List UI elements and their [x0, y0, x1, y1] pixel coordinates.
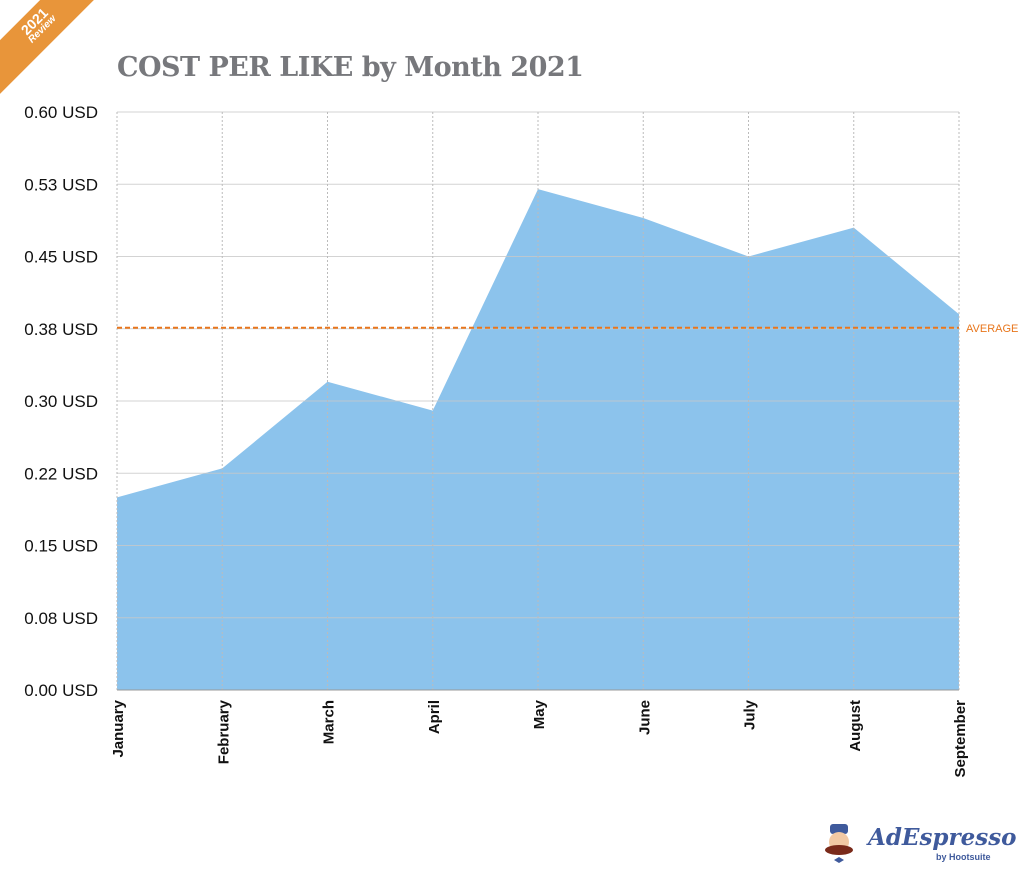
x-tick-label: May — [531, 699, 548, 729]
y-tick-label: 0.60 USD — [24, 103, 98, 122]
x-tick-label: August — [847, 700, 864, 752]
x-tick-label: July — [742, 699, 759, 730]
average-label: AVERAGE — [966, 323, 1018, 335]
x-tick-label: February — [215, 699, 232, 764]
chart-title: COST PER LIKE by Month 2021 — [117, 52, 584, 83]
x-tick-label: September — [952, 700, 969, 778]
y-tick-label: 0.15 USD — [24, 537, 98, 556]
logo-byline: by Hootsuite — [936, 852, 991, 862]
x-tick-label: June — [636, 700, 653, 735]
x-tick-label: March — [321, 700, 338, 744]
y-tick-label: 0.08 USD — [24, 609, 98, 628]
adespresso-logo: AdEspresso by Hootsuite — [818, 822, 1016, 866]
y-tick-label: 0.38 USD — [24, 320, 98, 339]
logo-name: AdEspresso — [868, 824, 1017, 851]
y-tick-label: 0.30 USD — [24, 392, 98, 411]
x-tick-label: April — [426, 700, 443, 734]
y-tick-label: 0.45 USD — [24, 248, 98, 267]
y-tick-label: 0.00 USD — [24, 681, 98, 700]
mascot-icon — [825, 824, 853, 863]
y-tick-label: 0.53 USD — [24, 175, 98, 194]
y-tick-label: 0.22 USD — [24, 464, 98, 483]
x-tick-label: January — [110, 699, 127, 757]
